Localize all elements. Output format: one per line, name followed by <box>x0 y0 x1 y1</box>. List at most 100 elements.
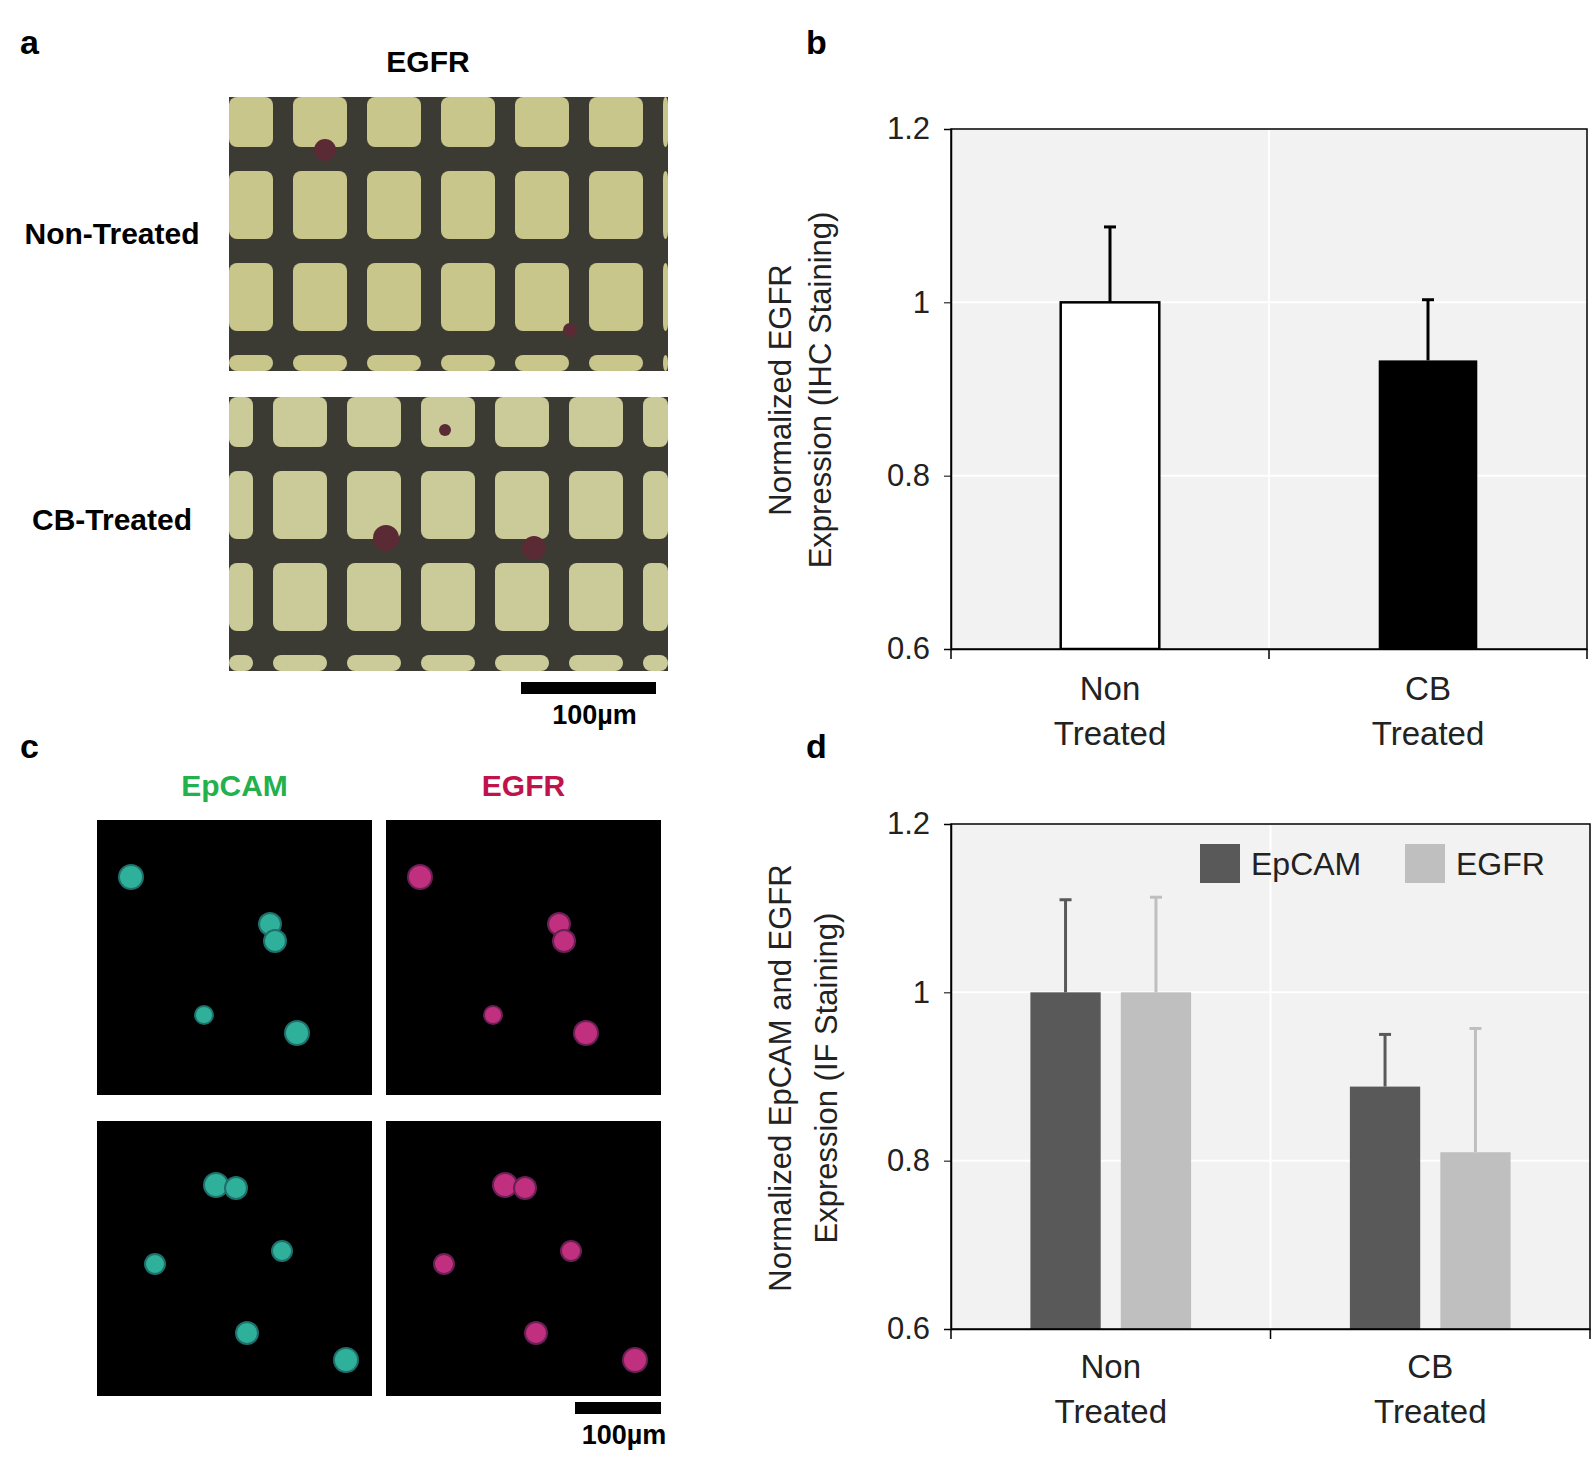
y-axis-title: Expression (IF Staining) <box>809 913 844 1244</box>
scale-bar <box>575 1402 661 1414</box>
error-bar-stem <box>1427 300 1430 361</box>
micrograph-background <box>229 397 668 671</box>
bar <box>1379 360 1478 649</box>
cell-glow <box>194 1005 214 1025</box>
image-background <box>386 1121 661 1396</box>
x-tick-label-line: CB <box>1405 670 1451 707</box>
mesh-opening <box>441 97 495 147</box>
x-tick-label-line: Treated <box>1054 715 1167 752</box>
cell-glow <box>513 1176 537 1200</box>
category-divider <box>1270 824 1272 1329</box>
cell <box>563 323 577 337</box>
mesh-opening <box>663 171 668 239</box>
legend: EpCAMEGFR <box>1200 844 1545 883</box>
y-tick: 0.8 <box>887 1143 951 1178</box>
cell <box>373 525 399 551</box>
x-tick: Non Treated <box>1054 649 1167 752</box>
category-boundary-tick <box>1268 649 1270 659</box>
scale-bar-label: 100µm <box>582 1420 667 1450</box>
y-tick-label: 0.8 <box>887 458 930 493</box>
category-divider <box>1268 129 1270 649</box>
mesh-opening <box>569 397 623 447</box>
channel-label: EpCAM <box>181 769 288 802</box>
error-bar-cap <box>1422 298 1434 301</box>
mesh-opening <box>495 397 549 447</box>
mesh-opening <box>643 655 668 671</box>
cell <box>265 931 285 951</box>
cell-glow <box>622 1347 648 1373</box>
mesh-opening <box>495 655 549 671</box>
mesh-opening <box>229 397 253 447</box>
mesh-opening <box>663 263 668 331</box>
cell <box>485 1007 501 1023</box>
y-tick: 1 <box>913 285 951 320</box>
mesh-opening <box>367 355 421 371</box>
y-tick-mark <box>944 476 951 477</box>
mesh-opening <box>421 655 475 671</box>
error-bar <box>1150 897 1162 992</box>
legend-swatch <box>1405 844 1445 883</box>
error-bar-cap <box>1060 898 1072 901</box>
mesh-opening <box>515 263 569 331</box>
fluorescence-image <box>97 820 372 1095</box>
y-tick: 0.8 <box>887 458 951 493</box>
y-tick-mark <box>944 649 951 650</box>
category-boundary-tick <box>1586 649 1588 659</box>
y-axis-line <box>944 825 952 1330</box>
bar <box>1061 302 1160 649</box>
cell <box>439 424 451 436</box>
fluorescence-image <box>97 1121 372 1396</box>
y-axis-title: Normalized EpCAM and EGFR <box>763 864 798 1291</box>
y-tick-mark <box>944 1161 951 1162</box>
mesh-opening <box>643 471 668 539</box>
mesh-opening <box>229 655 253 671</box>
error-bar-stem <box>1154 897 1157 992</box>
y-tick-mark <box>944 1329 951 1330</box>
error-bar <box>1379 1034 1391 1086</box>
mesh-opening <box>229 471 253 539</box>
mesh-opening <box>229 97 273 147</box>
y-tick: 0.6 <box>887 631 951 666</box>
error-bar-cap <box>1469 1027 1481 1030</box>
plot-frame <box>951 824 1590 1329</box>
category-boundary-tick <box>950 1329 952 1339</box>
mesh-opening <box>515 355 569 371</box>
legend-label: EGFR <box>1456 846 1545 882</box>
category-boundary-tick <box>1589 1329 1591 1339</box>
x-tick-label-line: Non <box>1080 670 1141 707</box>
mesh-opening <box>367 263 421 331</box>
mesh-opening <box>273 397 327 447</box>
bars <box>1030 897 1510 1329</box>
bar <box>1350 1087 1420 1329</box>
mesh-opening <box>643 397 668 447</box>
y-tick-mark <box>944 302 951 303</box>
mesh-opening <box>347 397 401 447</box>
cell-glow <box>483 1005 503 1025</box>
cell-glow <box>284 1020 310 1046</box>
y-axis-title: Expression (IHC Staining) <box>803 212 838 569</box>
bars <box>1061 227 1478 649</box>
mesh-opening <box>347 563 401 631</box>
mesh-opening <box>273 655 327 671</box>
mesh-opening <box>589 263 643 331</box>
mesh-opening <box>229 171 273 239</box>
y-tick-label: 0.6 <box>887 631 930 666</box>
y-tick: 0.6 <box>887 1311 951 1346</box>
y-tick-label: 1 <box>913 975 930 1010</box>
mesh-opening <box>347 655 401 671</box>
x-axis: Non Treated CBTreated <box>952 649 1588 752</box>
x-tick-label: CBTreated <box>1372 670 1485 752</box>
bar <box>1440 1152 1510 1329</box>
y-tick-label: 1 <box>913 285 930 320</box>
error-bar-stem <box>1064 900 1067 993</box>
micrograph <box>229 97 668 371</box>
category-boundary-tick <box>1270 1329 1272 1339</box>
error-bar <box>1104 227 1116 302</box>
grid <box>951 129 1587 649</box>
bar <box>1030 992 1100 1329</box>
cell-glow <box>560 1240 582 1262</box>
mesh-opening <box>367 97 421 147</box>
cell-glow <box>524 1321 548 1345</box>
mesh-opening <box>569 471 623 539</box>
mesh-opening <box>589 97 643 147</box>
